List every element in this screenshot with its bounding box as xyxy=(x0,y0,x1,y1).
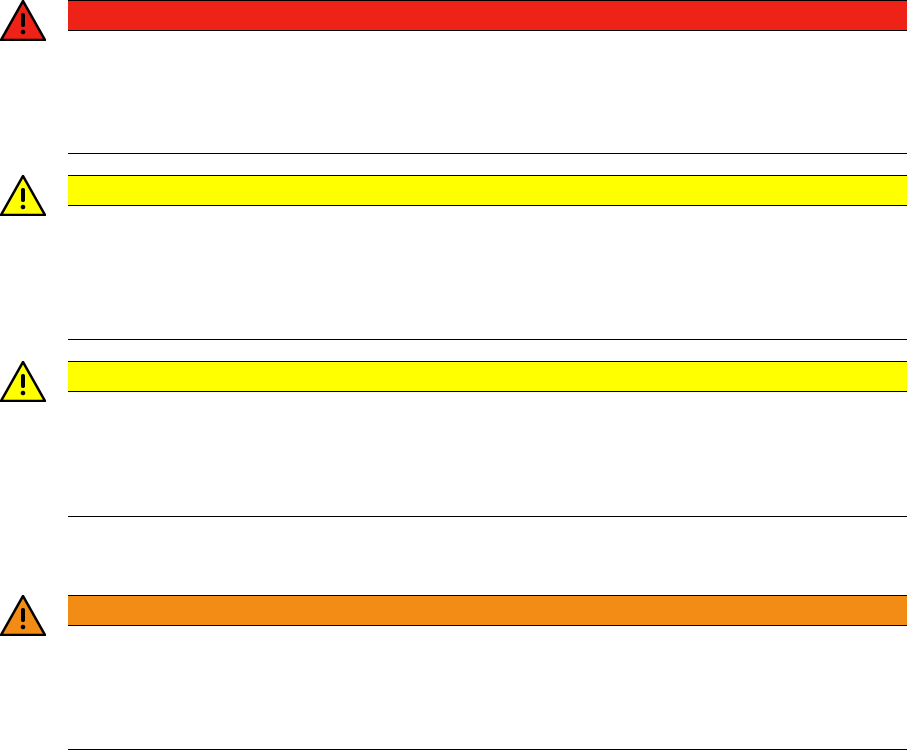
notice-header-bar xyxy=(68,0,907,31)
warning-triangle-icon xyxy=(0,595,46,636)
warning-triangle-icon xyxy=(0,175,46,216)
notice-header-bar xyxy=(68,595,907,626)
notice-divider xyxy=(68,153,907,154)
notice-header-bar xyxy=(68,361,907,392)
warning-triangle-icon xyxy=(0,361,46,402)
notice-divider xyxy=(68,339,907,340)
notice-divider xyxy=(68,749,907,750)
notice-divider xyxy=(68,516,907,517)
warning-triangle-icon xyxy=(0,0,46,41)
notice-header-bar xyxy=(68,175,907,206)
